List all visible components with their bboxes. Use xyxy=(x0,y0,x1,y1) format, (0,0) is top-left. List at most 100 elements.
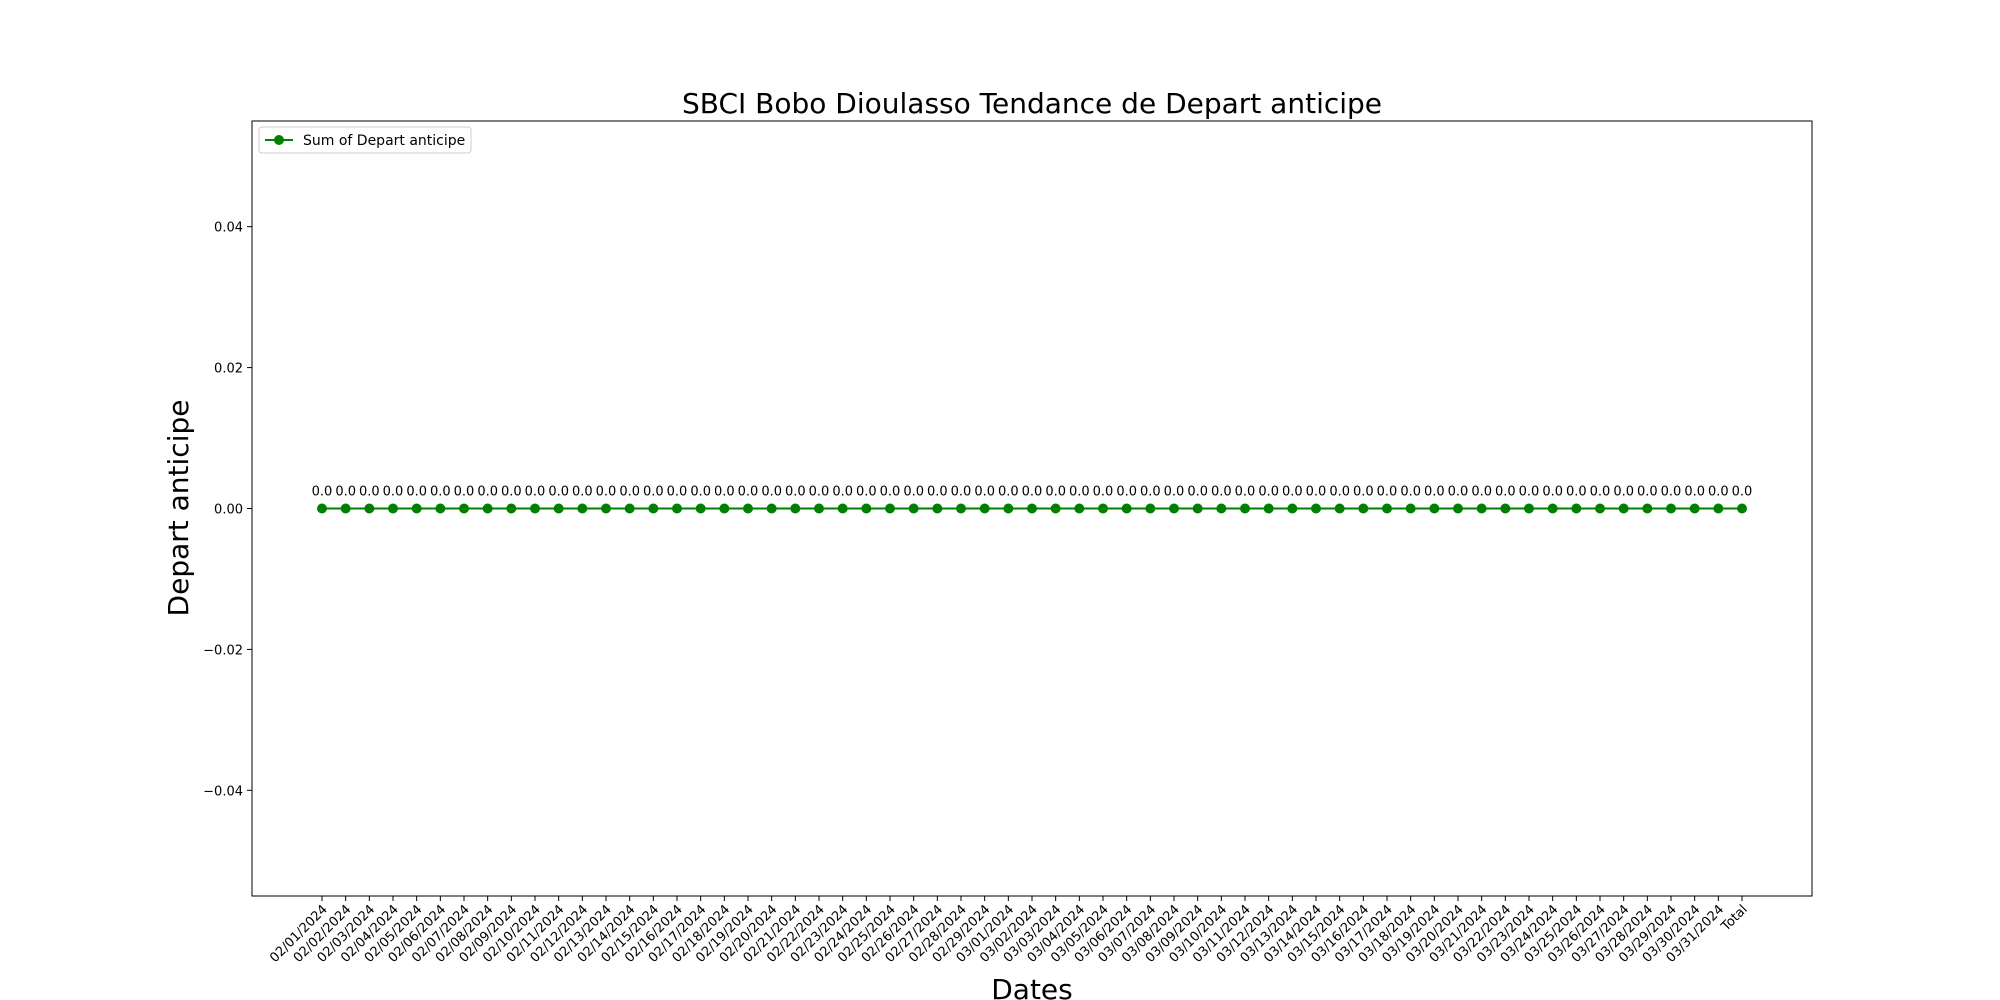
x-axis: 02/01/202402/02/202402/03/202402/04/2024… xyxy=(267,896,1751,966)
data-label: 0.0 xyxy=(1613,485,1634,500)
data-label: 0.0 xyxy=(1282,485,1303,500)
data-point xyxy=(1405,503,1416,514)
y-axis: −0.04 −0.02 0.00 0.02 0.04 xyxy=(203,221,252,799)
data-label: 0.0 xyxy=(1661,485,1682,500)
data-label: 0.0 xyxy=(880,485,901,500)
data-label: 0.0 xyxy=(1329,485,1350,500)
data-point xyxy=(719,503,730,514)
data-point xyxy=(577,503,588,514)
data-point xyxy=(1027,503,1037,514)
data-point xyxy=(506,503,517,514)
data-label: 0.0 xyxy=(856,485,877,500)
data-point xyxy=(601,503,611,514)
data-label: 0.0 xyxy=(809,485,830,500)
data-label: 0.0 xyxy=(667,485,688,500)
data-label: 0.0 xyxy=(690,485,711,500)
data-point xyxy=(435,503,446,514)
data-point xyxy=(908,503,919,514)
data-label: 0.0 xyxy=(1140,485,1161,500)
data-point xyxy=(317,503,327,514)
data-point xyxy=(364,503,375,514)
data-point xyxy=(979,503,990,514)
plot-area: 0.0 0.0 0.0 0.0 0.0 0.0 0.0 0.0 0.0 0.0 0.0 0.0 0.0 0… xyxy=(312,485,1753,514)
data-point xyxy=(530,503,540,514)
legend-point-marker xyxy=(274,135,284,145)
data-point xyxy=(340,503,351,514)
data-label: 0.0 xyxy=(430,485,451,500)
data-label: 0.0 xyxy=(1258,485,1279,500)
data-label: 0.0 xyxy=(1187,485,1208,500)
data-point xyxy=(1642,503,1653,514)
data-label: 0.0 xyxy=(1093,485,1114,500)
data-point xyxy=(1595,503,1605,514)
data-point xyxy=(695,503,706,514)
data-label: 0.0 xyxy=(951,485,972,500)
y-tick-label: −0.04 xyxy=(203,784,243,799)
data-point xyxy=(1240,503,1250,514)
data-point xyxy=(1098,503,1108,514)
y-tick-label: 0.04 xyxy=(214,221,243,236)
data-point xyxy=(743,503,753,514)
data-label: 0.0 xyxy=(1424,485,1445,500)
data-point xyxy=(1500,503,1511,514)
data-label: 0.0 xyxy=(785,485,806,500)
data-label: 0.0 xyxy=(1400,485,1421,500)
data-label: 0.0 xyxy=(1732,485,1753,500)
y-tick-label: 0.00 xyxy=(214,503,243,518)
data-label: 0.0 xyxy=(1045,485,1066,500)
data-point xyxy=(1311,503,1321,514)
data-point xyxy=(1382,503,1392,514)
y-axis-title: Depart anticipe xyxy=(162,400,195,617)
data-point xyxy=(1169,503,1179,514)
data-point xyxy=(1145,503,1156,514)
data-label: 0.0 xyxy=(1684,485,1705,500)
data-point xyxy=(837,503,848,514)
legend-label-sum-of-depart-anticipe: Sum of Depart anticipe xyxy=(303,133,465,149)
legend-box xyxy=(258,126,472,154)
data-label: 0.0 xyxy=(832,485,853,500)
data-point xyxy=(482,503,493,514)
data-label: 0.0 xyxy=(1495,485,1516,500)
data-label: 0.0 xyxy=(1164,485,1185,500)
data-point xyxy=(459,503,469,514)
data-point xyxy=(1263,503,1274,514)
data-point xyxy=(1050,503,1061,514)
data-point xyxy=(1524,503,1534,514)
x-tick-label: Total xyxy=(1718,902,1751,935)
data-point xyxy=(1287,503,1298,514)
data-point xyxy=(1429,503,1440,514)
data-point xyxy=(1618,503,1629,514)
data-point xyxy=(1216,503,1227,514)
data-label: 0.0 xyxy=(1637,485,1658,500)
data-label: 0.0 xyxy=(974,485,995,500)
data-label: 0.0 xyxy=(1590,485,1611,500)
data-point xyxy=(1713,503,1724,514)
data-point xyxy=(932,503,943,514)
data-label: 0.0 xyxy=(1448,485,1469,500)
data-label: 0.0 xyxy=(312,485,333,500)
data-point xyxy=(885,503,895,514)
data-point xyxy=(648,503,659,514)
data-label: 0.0 xyxy=(383,485,404,500)
y-tick-label: 0.02 xyxy=(214,362,243,377)
data-point xyxy=(956,503,966,514)
data-label: 0.0 xyxy=(477,485,498,500)
data-label: 0.0 xyxy=(1377,485,1398,500)
data-point xyxy=(1547,503,1558,514)
data-label: 0.0 xyxy=(1708,485,1729,500)
data-label: 0.0 xyxy=(1116,485,1137,500)
data-point xyxy=(1476,503,1487,514)
data-point xyxy=(1192,503,1203,514)
data-point xyxy=(766,503,777,514)
data-point xyxy=(1689,503,1700,514)
data-label: 0.0 xyxy=(903,485,924,500)
data-label: 0.0 xyxy=(1306,485,1327,500)
legend: Sum of Depart anticipe xyxy=(258,126,472,154)
data-point xyxy=(1334,503,1345,514)
data-point xyxy=(814,503,824,514)
data-label: 0.0 xyxy=(525,485,546,500)
data-label: 0.0 xyxy=(1519,485,1540,500)
data-label: 0.0 xyxy=(738,485,759,500)
data-point xyxy=(1453,503,1463,514)
